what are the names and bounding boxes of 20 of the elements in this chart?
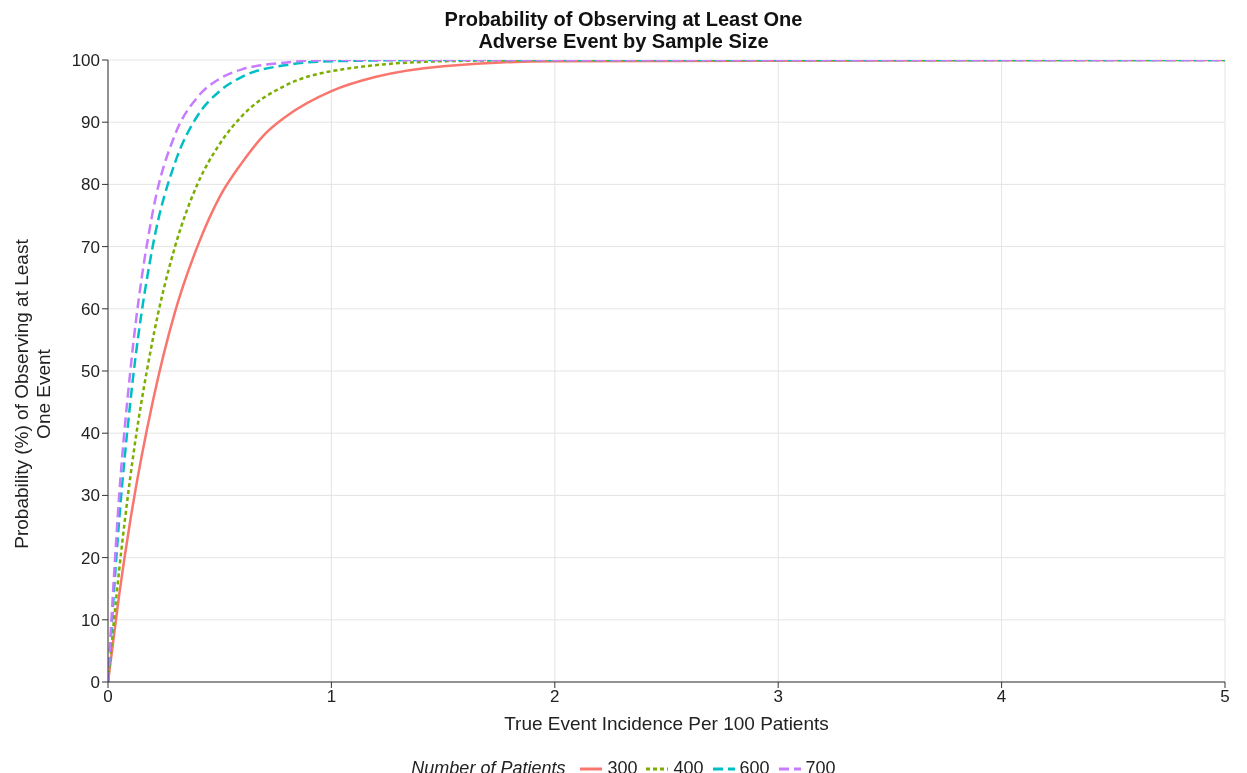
y-tick-label: 80: [81, 175, 100, 195]
y-tick-label: 90: [81, 113, 100, 133]
x-axis-title: True Event Incidence Per 100 Patients: [504, 713, 829, 734]
x-tick-label: 2: [550, 687, 560, 707]
x-tick-label: 3: [773, 687, 783, 707]
chart-title: Probability of Observing at Least One Adverse Event by Sample Size: [443, 8, 804, 52]
y-tick-label: 0: [90, 673, 100, 693]
x-tick-label: 5: [1220, 687, 1230, 707]
y-tick-label: 100: [71, 51, 100, 71]
y-tick-label: 20: [81, 548, 100, 568]
y-tick-label: 40: [81, 424, 100, 444]
y-tick-label: 50: [81, 362, 100, 382]
x-tick-label: 0: [103, 687, 113, 707]
y-axis-title: Probability (%) of Observing at Least One Event: [11, 238, 55, 551]
x-tick-label: 4: [996, 687, 1007, 707]
y-tick-label: 30: [81, 486, 100, 506]
y-tick-label: 60: [81, 299, 100, 319]
y-tick-label: 70: [81, 237, 100, 257]
x-tick-label: 1: [326, 687, 337, 707]
y-tick-label: 10: [81, 610, 100, 630]
